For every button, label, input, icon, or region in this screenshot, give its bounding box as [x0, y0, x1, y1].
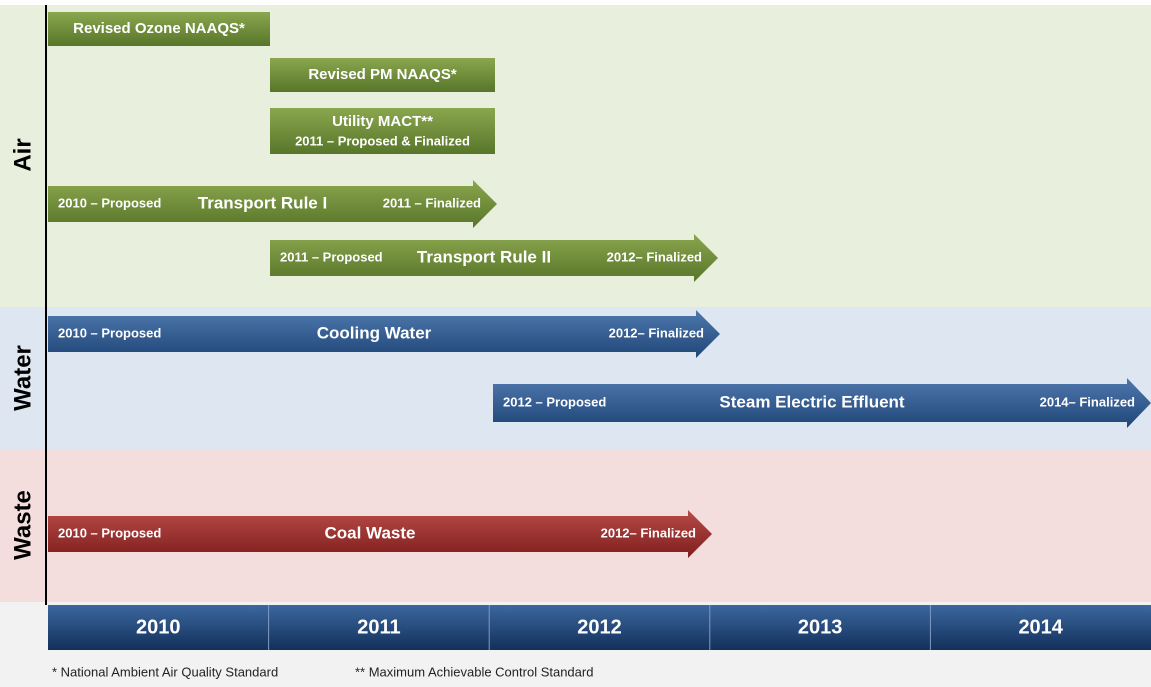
box-bar	[270, 108, 495, 154]
year-label: 2014	[1018, 616, 1063, 638]
year-bar	[48, 605, 1151, 650]
arrow-bar	[493, 378, 1151, 428]
box-bar	[270, 58, 495, 92]
bar-title: Utility MACT**	[332, 113, 433, 130]
footnote: ** Maximum Achievable Control Standard	[355, 664, 593, 679]
bar-end: 2012– Finalized	[609, 325, 704, 340]
bar-title: Revised PM NAAQS*	[308, 66, 457, 83]
arrow-bar	[270, 234, 718, 282]
arrow-bar	[48, 510, 712, 558]
bar-subtitle: 2011 – Proposed & Finalized	[295, 133, 470, 148]
bar-end: 2012– Finalized	[601, 525, 696, 540]
bar-end: 2014– Finalized	[1040, 394, 1135, 409]
bar-end: 2011 – Finalized	[383, 195, 481, 210]
year-label: 2011	[357, 616, 400, 638]
section-label: Air	[9, 138, 36, 171]
bar-title: Transport Rule II	[417, 247, 551, 266]
arrow-bar	[48, 180, 497, 228]
year-label: 2010	[136, 616, 181, 638]
bar-end: 2012– Finalized	[607, 249, 702, 264]
footnote: * National Ambient Air Quality Standard	[52, 664, 278, 679]
bar-title: Cooling Water	[317, 323, 432, 342]
section-label: Water	[9, 345, 36, 411]
bar-title: Steam Electric Effluent	[719, 392, 905, 411]
bar-title: Coal Waste	[324, 523, 415, 542]
bar-title: Transport Rule I	[198, 193, 327, 212]
box-bar	[48, 12, 270, 46]
bar-start: 2012 – Proposed	[503, 394, 606, 409]
bar-start: 2010 – Proposed	[58, 325, 161, 340]
bar-title: Revised Ozone NAAQS*	[73, 20, 245, 37]
bar-start: 2010 – Proposed	[58, 525, 161, 540]
year-label: 2013	[798, 616, 843, 638]
bar-start: 2010 – Proposed	[58, 195, 161, 210]
year-label: 2012	[577, 616, 622, 638]
bar-start: 2011 – Proposed	[280, 249, 383, 264]
arrow-bar	[48, 310, 720, 358]
section-label: Waste	[9, 490, 36, 560]
